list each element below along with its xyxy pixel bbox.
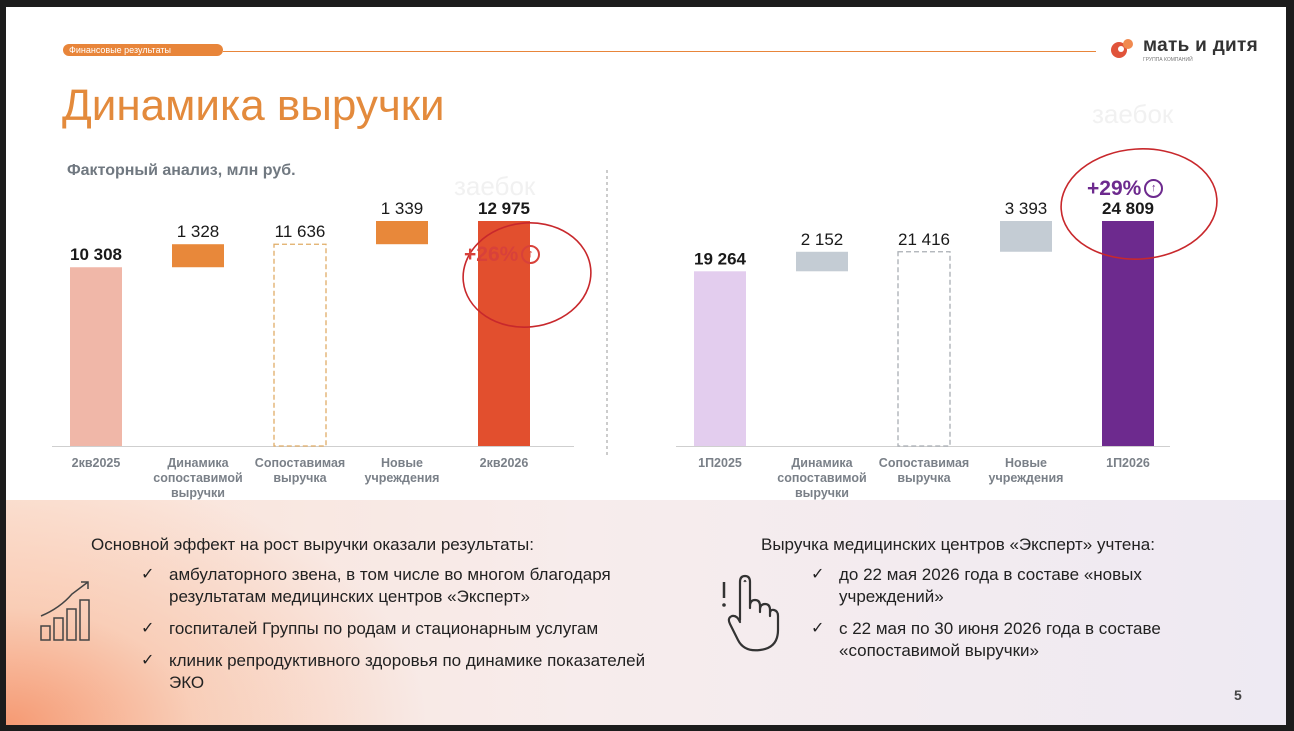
category-tick-label: учреждения <box>989 471 1064 485</box>
data-label: 19 264 <box>694 249 747 268</box>
category-tick-label: выручка <box>273 471 327 485</box>
category-tick-label: 1П2025 <box>698 456 742 470</box>
chart-bar <box>273 243 327 447</box>
logo-tagline: ГРУППА КОМПАНИЙ <box>1143 57 1193 63</box>
arrow-up-circle-icon: ↑ <box>1144 179 1164 198</box>
watermark-text: заебок <box>1092 99 1174 129</box>
annotation-circle <box>1060 148 1218 260</box>
page-title: Динамика выручки <box>62 81 445 130</box>
list-item: амбулаторного звена, в том числе во мног… <box>141 564 671 608</box>
left-bullet-list: амбулаторного звена, в том числе во мног… <box>141 564 671 704</box>
category-tick-label: Динамика <box>167 456 229 470</box>
category-tick-label: Динамика <box>791 456 853 470</box>
data-label: 3 393 <box>1005 199 1048 218</box>
category-tick-label: выручка <box>897 471 951 485</box>
chart-bar <box>70 267 122 446</box>
right-lead-text: Выручка медицинских центров «Эксперт» уч… <box>761 535 1155 554</box>
category-tick-label: 2кв2026 <box>480 456 529 470</box>
chart-bar <box>1000 221 1052 252</box>
left-lead-text: Основной эффект на рост выручки оказали … <box>91 535 534 554</box>
data-label: 1 328 <box>177 222 220 241</box>
category-tick-label: сопоставимой <box>153 471 242 485</box>
chart-bar <box>1102 221 1154 446</box>
data-label: 10 308 <box>70 245 122 264</box>
list-item: до 22 мая 2026 года в составе «новых учр… <box>811 564 1211 608</box>
chart-subtitle: Факторный анализ, млн руб. <box>67 162 296 179</box>
data-label: 21 416 <box>898 230 950 249</box>
category-tick-label: выручки <box>171 486 225 500</box>
category-tick-label: Сопоставимая <box>255 456 345 470</box>
chart-bar <box>172 244 224 268</box>
watermark-text: заебок <box>454 171 536 201</box>
right-bullet-list: до 22 мая 2026 года в составе «новых учр… <box>811 564 1211 672</box>
growth-percent-label: +29% <box>1087 177 1142 200</box>
growth-chart-icon <box>40 581 90 641</box>
data-label: 24 809 <box>1102 199 1154 218</box>
data-label: 12 975 <box>478 199 530 218</box>
chart-bar <box>694 271 746 446</box>
category-tick-label: учреждения <box>365 471 440 485</box>
arrow-up-circle-icon: ↑ <box>521 245 541 264</box>
hand-pointer-icon <box>722 574 780 652</box>
growth-annotation-h1: +29% ↑ <box>1087 177 1164 201</box>
data-label: 11 636 <box>275 222 326 241</box>
category-tick-label: сопоставимой <box>777 471 866 485</box>
category-tick-label: выручки <box>795 486 849 500</box>
data-label: 2 152 <box>801 230 844 249</box>
growth-percent-label: +26% <box>464 243 519 266</box>
logo-text: мать и дитя <box>1143 35 1259 56</box>
chart-bar <box>376 221 428 245</box>
category-tick-label: 2кв2025 <box>72 456 121 470</box>
logo-icon <box>1111 39 1133 58</box>
list-item: с 22 мая по 30 июня 2026 года в составе … <box>811 618 1211 662</box>
annotation-circle <box>462 222 592 328</box>
category-tick-label: Новые <box>381 456 423 470</box>
chart-bar <box>796 251 848 272</box>
section-tag: Финансовые результаты <box>63 44 223 56</box>
chart-bar <box>897 251 951 447</box>
category-tick-label: Новые <box>1005 456 1047 470</box>
header-divider <box>223 51 1096 52</box>
category-tick-label: 1П2026 <box>1106 456 1150 470</box>
growth-annotation-q2: +26% ↑ <box>464 243 541 267</box>
category-tick-label: Сопоставимая <box>879 456 969 470</box>
list-item: госпиталей Группы по родам и стационарны… <box>141 618 671 640</box>
notes-panel: Основной эффект на рост выручки оказали … <box>6 500 1286 725</box>
list-item: клиник репродуктивного здоровья по динам… <box>141 650 671 694</box>
data-label: 1 339 <box>381 199 424 218</box>
page-number: 5 <box>1234 687 1242 703</box>
slide: Финансовые результаты мать и дитя ГРУППА… <box>6 7 1286 725</box>
